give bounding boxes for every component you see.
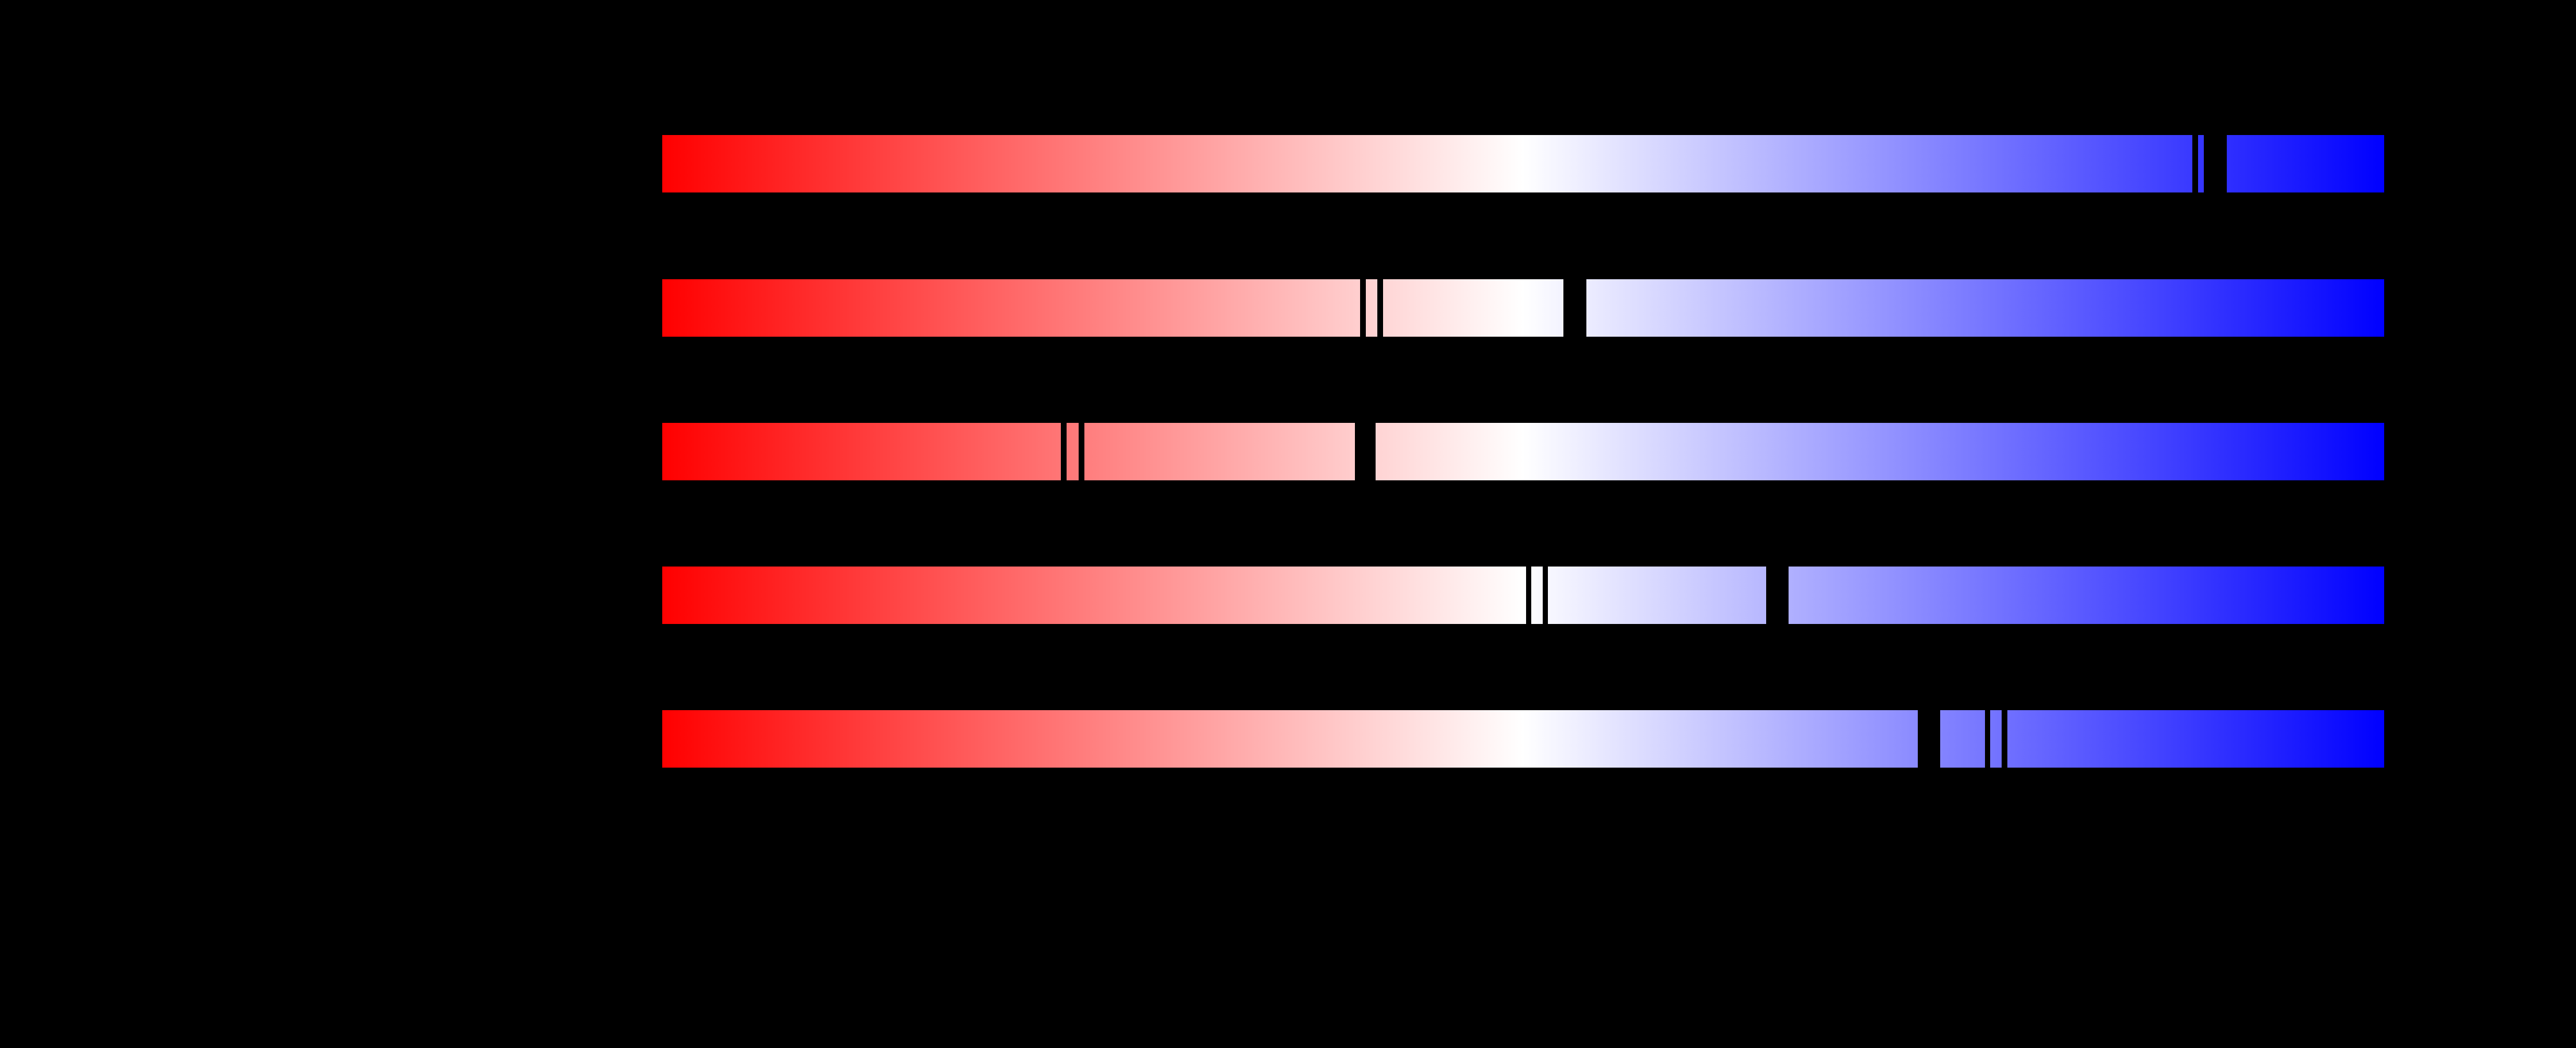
thick-marker-line bbox=[2204, 135, 2227, 192]
thick-marker-line bbox=[1766, 567, 1789, 624]
thin-marker-line bbox=[1543, 567, 1548, 624]
gradient-strip bbox=[662, 710, 2384, 768]
thick-marker-line bbox=[1563, 279, 1586, 337]
thin-marker-line bbox=[1360, 279, 1366, 337]
thick-marker-line bbox=[1355, 423, 1376, 480]
thin-marker-line bbox=[2002, 710, 2007, 768]
thin-marker-line bbox=[2192, 135, 2198, 192]
gradient-strip bbox=[662, 279, 2384, 337]
gradient-strip bbox=[662, 135, 2384, 192]
thin-marker-line bbox=[1061, 423, 1067, 480]
thin-marker-line bbox=[1079, 423, 1084, 480]
thick-marker-line bbox=[1918, 710, 1940, 768]
thin-marker-line bbox=[1377, 279, 1383, 337]
thin-marker-line bbox=[1985, 710, 1990, 768]
gradient-strip bbox=[662, 567, 2384, 624]
thin-marker-line bbox=[1526, 567, 1531, 624]
gradient-strip bbox=[662, 423, 2384, 480]
